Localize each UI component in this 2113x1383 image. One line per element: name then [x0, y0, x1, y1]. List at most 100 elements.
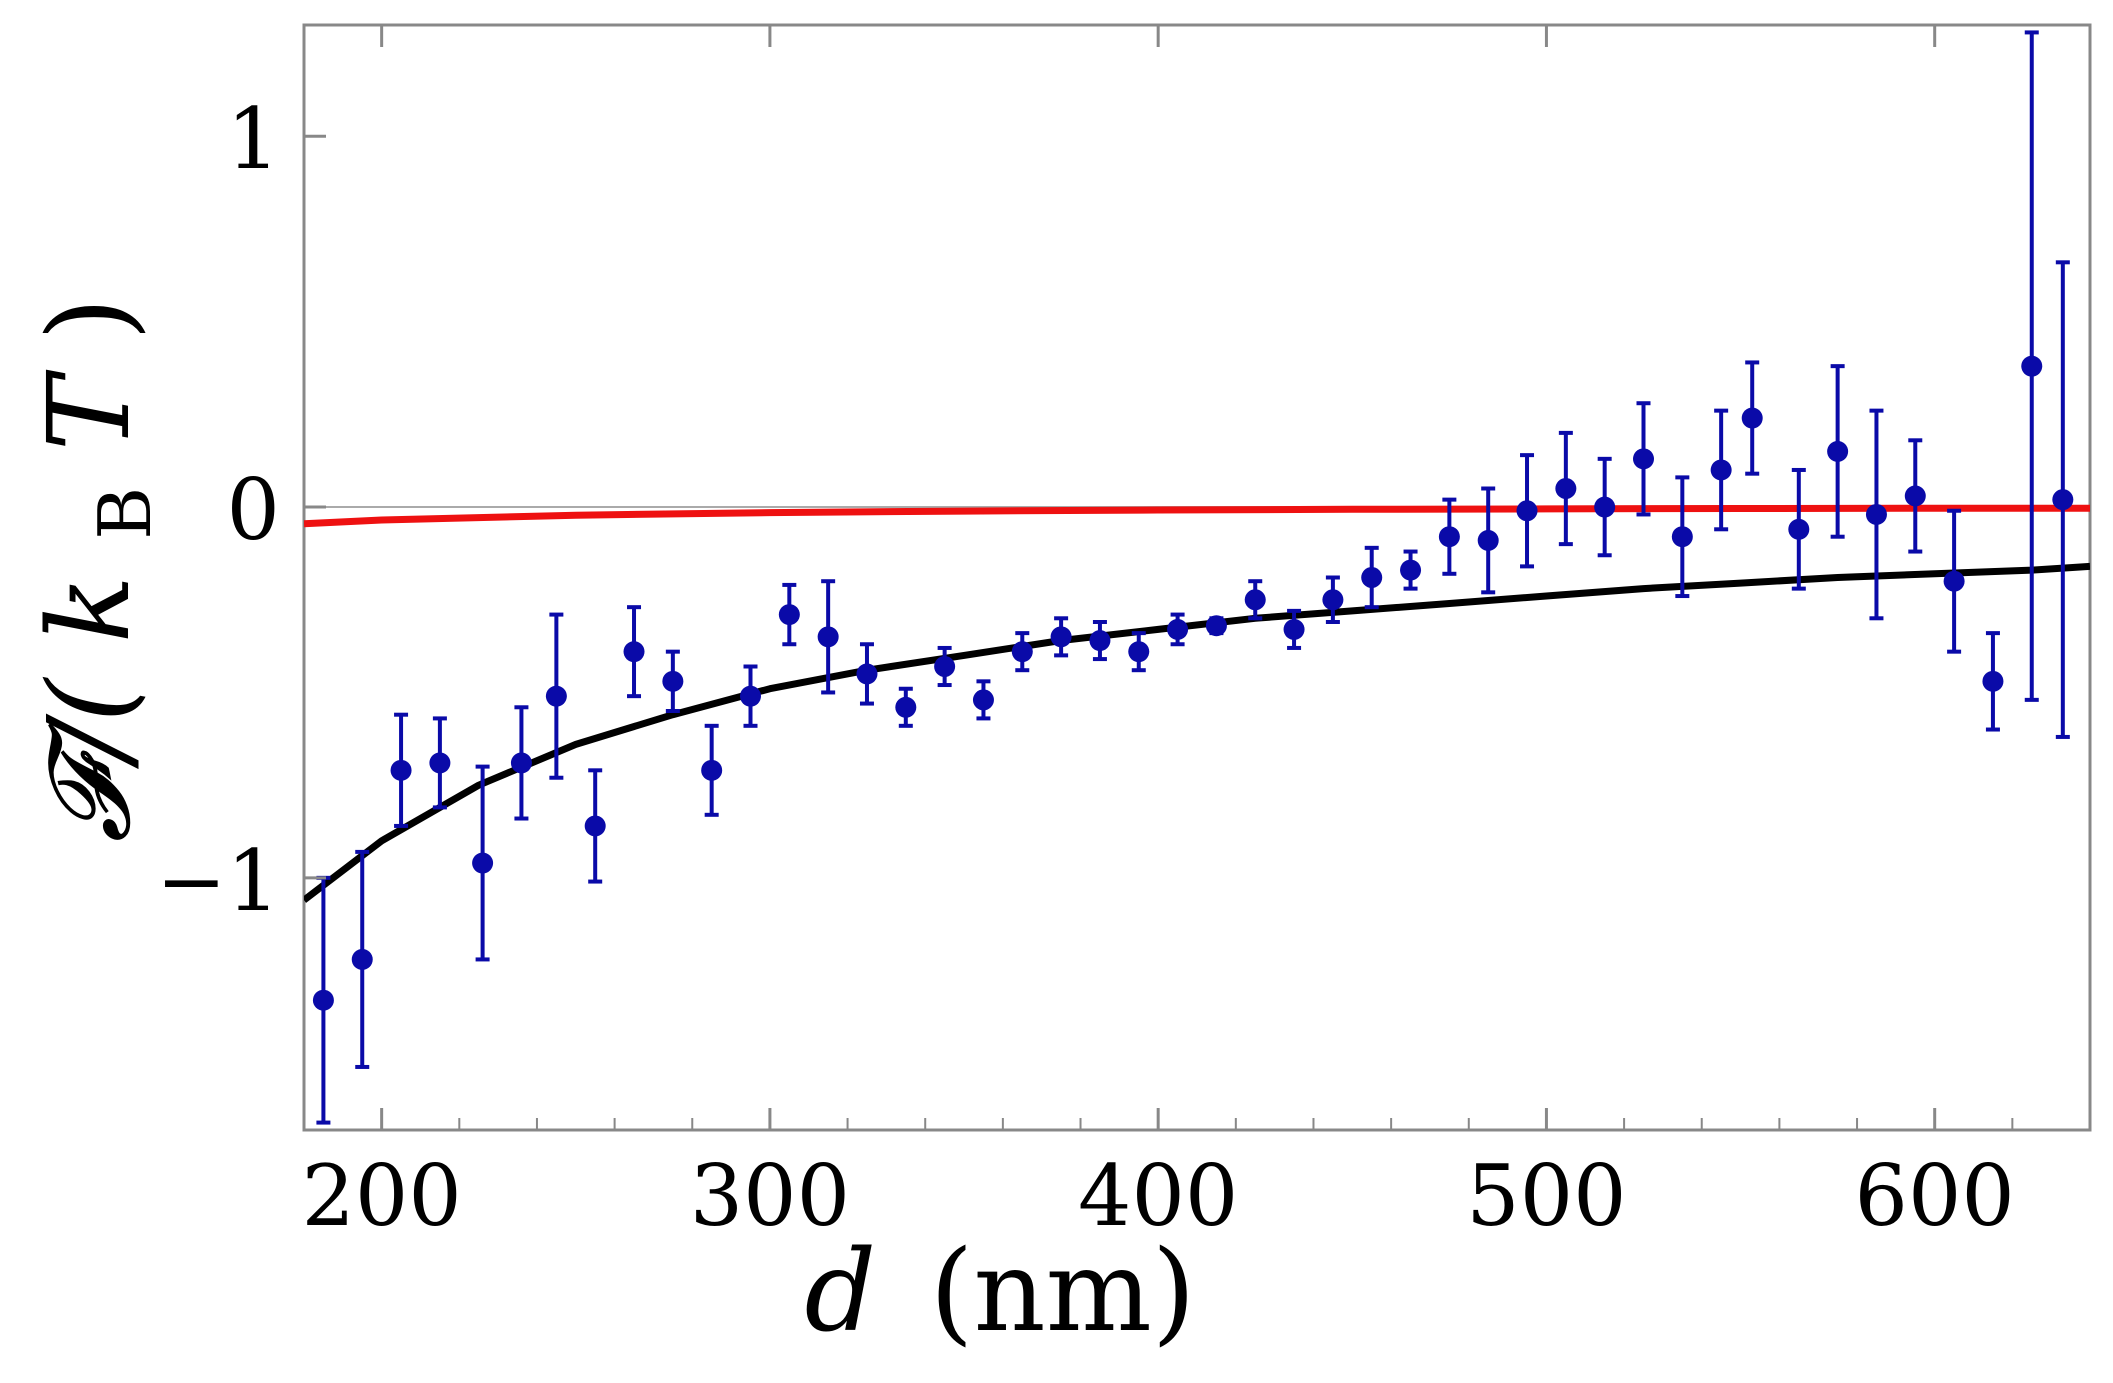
data-marker — [1361, 567, 1383, 588]
y-axis-label-main: 𝓕/( — [25, 676, 155, 842]
data-marker — [1050, 626, 1072, 648]
x-axis-label-symbol: d — [804, 1227, 876, 1357]
data-marker — [472, 852, 494, 874]
series-line-2 — [304, 504, 2090, 528]
data-marker — [1943, 570, 1965, 592]
plot-area — [302, 23, 2092, 1132]
data-point-7 — [584, 768, 606, 884]
data-point-11 — [740, 664, 761, 728]
data-point-14 — [856, 642, 878, 706]
data-marker — [2021, 355, 2043, 377]
data-point-33 — [1594, 456, 1616, 558]
data-point-39 — [1827, 364, 1849, 539]
data-point-16 — [934, 645, 956, 688]
data-marker — [1128, 641, 1150, 663]
y-axis-label-T: T — [25, 369, 155, 451]
data-marker — [545, 685, 567, 707]
data-marker — [1089, 630, 1111, 652]
data-point-8 — [623, 605, 645, 699]
x-tick-label: 400 — [1078, 1147, 1238, 1245]
data-marker — [429, 752, 451, 774]
data-marker — [934, 655, 956, 677]
data-point-27 — [1361, 545, 1383, 610]
data-point-0 — [312, 875, 334, 1125]
data-point-36 — [1710, 408, 1732, 532]
data-marker — [662, 670, 684, 692]
data-marker — [1400, 559, 1422, 581]
data-marker — [701, 759, 723, 781]
data-marker — [390, 759, 412, 781]
data-marker — [778, 604, 800, 626]
data-point-29 — [1438, 497, 1460, 576]
data-point-2 — [390, 712, 412, 828]
data-marker — [1167, 618, 1189, 640]
data-marker — [895, 696, 917, 718]
y-tick-label: 0 — [227, 461, 280, 559]
data-marker — [1710, 459, 1732, 481]
plot-frame — [302, 23, 2092, 1132]
data-point-44 — [2021, 30, 2043, 702]
data-marker — [1633, 448, 1654, 470]
data-marker — [1322, 589, 1344, 611]
data-point-17 — [972, 679, 994, 721]
data-marker — [584, 815, 606, 837]
data-point-24 — [1244, 579, 1266, 621]
series-line-1 — [304, 562, 2090, 903]
y-axis-label-close: ) — [25, 297, 155, 341]
data-marker — [1555, 478, 1577, 500]
x-axis-label-unit: (nm) — [930, 1227, 1196, 1357]
data-point-22 — [1167, 612, 1189, 647]
data-point-41 — [1904, 438, 1926, 554]
data-marker — [312, 989, 334, 1011]
data-point-30 — [1477, 486, 1499, 595]
data-marker — [1244, 589, 1266, 611]
data-marker — [623, 641, 645, 663]
data-point-1 — [351, 849, 373, 1069]
data-marker — [1904, 485, 1926, 507]
data-point-25 — [1283, 608, 1305, 650]
data-point-9 — [662, 649, 684, 713]
data-marker — [1438, 526, 1460, 548]
y-tick-label: −1 — [156, 832, 280, 930]
data-marker — [1011, 641, 1033, 663]
data-marker — [351, 948, 373, 970]
data-marker — [1982, 670, 2004, 692]
data-point-28 — [1400, 549, 1422, 591]
x-axis-label: d (nm) — [804, 1227, 1195, 1357]
y-axis-label: 𝓕/( k B T ) — [25, 297, 177, 843]
data-point-19 — [1050, 616, 1072, 658]
data-marker — [1865, 503, 1887, 525]
y-tick-label: 1 — [227, 90, 280, 188]
data-point-32 — [1555, 430, 1577, 547]
data-marker — [856, 663, 878, 685]
data-point-45 — [2052, 260, 2074, 739]
data-point-43 — [1982, 631, 2004, 732]
data-point-37 — [1741, 360, 1763, 476]
data-marker — [740, 685, 761, 707]
x-tick-label: 500 — [1466, 1147, 1626, 1245]
data-point-40 — [1865, 408, 1887, 621]
data-point-23 — [1205, 615, 1227, 637]
data-marker — [1671, 526, 1693, 548]
x-axis-ticks: 200 300 400 500 600 — [301, 25, 2015, 1245]
data-point-21 — [1128, 631, 1150, 673]
data-marker — [1741, 407, 1763, 429]
series-group — [304, 30, 2090, 1125]
data-marker — [1477, 529, 1499, 551]
y-axis-label-sub: B — [83, 487, 167, 540]
data-marker — [972, 689, 994, 711]
x-tick-label: 200 — [301, 1147, 461, 1245]
data-point-15 — [895, 686, 917, 728]
x-tick-label: 600 — [1855, 1147, 2015, 1245]
data-point-38 — [1788, 467, 1810, 591]
data-point-34 — [1633, 401, 1654, 517]
data-marker — [2052, 489, 2074, 511]
data-point-4 — [472, 764, 494, 962]
data-point-20 — [1089, 619, 1111, 662]
data-point-3 — [429, 716, 451, 810]
data-marker — [1788, 518, 1810, 540]
data-marker — [510, 752, 532, 774]
data-marker — [1594, 496, 1616, 518]
data-point-26 — [1322, 575, 1344, 624]
